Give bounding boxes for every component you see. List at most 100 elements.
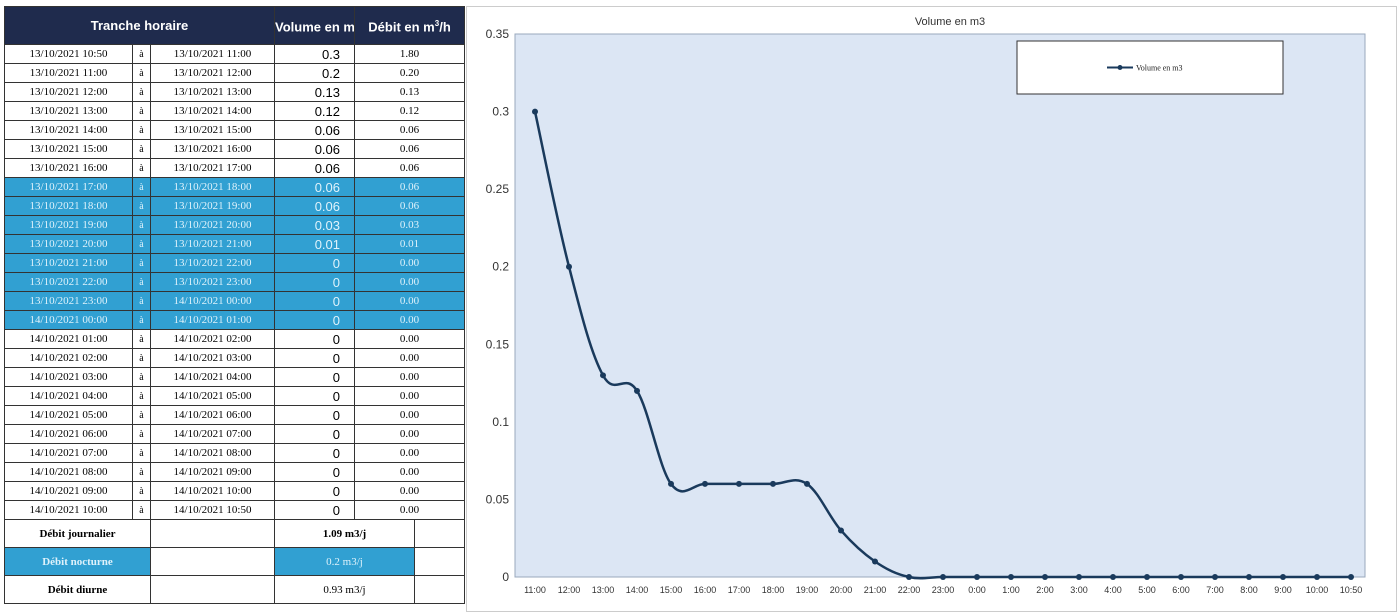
cell-end: 14/10/2021 06:00 [149, 405, 276, 425]
data-point [600, 372, 606, 379]
data-point [532, 108, 538, 115]
x-tick-label: 16:00 [694, 585, 717, 595]
table-row: 13/10/2021 20:00 à 13/10/2021 21:00 0.01 0.0… [4, 234, 466, 254]
cell-start: 13/10/2021 23:00 [4, 291, 133, 311]
cell-start: 13/10/2021 16:00 [4, 158, 133, 178]
x-tick-label: 4:00 [1104, 585, 1122, 595]
cell-volume: 0 [274, 443, 356, 463]
cell-start: 14/10/2021 04:00 [4, 386, 133, 406]
table-row: 14/10/2021 05:00 à 14/10/2021 06:00 0 0.00 [4, 405, 466, 425]
cell-debit: 0.00 [354, 272, 466, 292]
header-debit: Débit en m3/h [354, 6, 466, 45]
cell-volume: 0.03 [274, 215, 356, 235]
cell-start: 13/10/2021 22:00 [4, 272, 133, 292]
cell-end: 14/10/2021 10:50 [149, 500, 276, 520]
cell-debit: 0.00 [354, 405, 466, 425]
cell-sep: à [132, 443, 151, 463]
cell-end: 13/10/2021 19:00 [149, 196, 276, 216]
cell-debit: 1.80 [354, 44, 466, 64]
cell-start: 14/10/2021 06:00 [4, 424, 133, 444]
cell-sep: à [132, 405, 151, 425]
x-tick-label: 23:00 [932, 585, 955, 595]
cell-end: 13/10/2021 15:00 [149, 120, 276, 140]
x-tick-label: 22:00 [898, 585, 921, 595]
summary-empty [149, 575, 276, 604]
cell-volume: 0 [274, 291, 356, 311]
data-point [838, 527, 844, 534]
data-point [906, 574, 912, 580]
cell-debit: 0.00 [354, 329, 466, 349]
cell-start: 13/10/2021 19:00 [4, 215, 133, 235]
cell-sep: à [132, 481, 151, 501]
table-row: 14/10/2021 02:00 à 14/10/2021 03:00 0 0.00 [4, 348, 466, 368]
cell-end: 14/10/2021 07:00 [149, 424, 276, 444]
y-tick-label: 0 [502, 570, 509, 584]
cell-end: 13/10/2021 16:00 [149, 139, 276, 159]
cell-sep: à [132, 82, 151, 102]
x-tick-label: 9:00 [1274, 585, 1292, 595]
x-tick-label: 1:00 [1002, 585, 1020, 595]
cell-start: 13/10/2021 21:00 [4, 253, 133, 273]
cell-start: 13/10/2021 11:00 [4, 63, 133, 83]
cell-start: 14/10/2021 08:00 [4, 462, 133, 482]
cell-end: 14/10/2021 04:00 [149, 367, 276, 387]
table-row: 13/10/2021 16:00 à 13/10/2021 17:00 0.06 0.0… [4, 158, 466, 178]
data-point [634, 387, 640, 394]
cell-start: 13/10/2021 12:00 [4, 82, 133, 102]
cell-debit: 0.06 [354, 120, 466, 140]
cell-volume: 0 [274, 272, 356, 292]
cell-end: 14/10/2021 05:00 [149, 386, 276, 406]
summary-row: Débit journalier 1.09 m3/j [4, 519, 466, 548]
cell-sep: à [132, 291, 151, 311]
cell-sep: à [132, 44, 151, 64]
header-tranche: Tranche horaire [3, 6, 276, 45]
y-tick-label: 0.35 [486, 27, 510, 41]
table-row: 13/10/2021 14:00 à 13/10/2021 15:00 0.06 0.0… [4, 120, 466, 140]
x-tick-label: 12:00 [558, 585, 581, 595]
x-tick-label: 10:00 [1306, 585, 1329, 595]
data-point [804, 480, 810, 487]
header-volume: Volume en m3 [274, 6, 356, 45]
data-point [940, 574, 946, 580]
table-row: 13/10/2021 19:00 à 13/10/2021 20:00 0.03 0.0… [4, 215, 466, 235]
cell-sep: à [132, 386, 151, 406]
cell-end: 13/10/2021 14:00 [149, 101, 276, 121]
cell-start: 14/10/2021 10:00 [4, 500, 133, 520]
summary-empty [414, 519, 466, 548]
cell-sep: à [132, 272, 151, 292]
cell-sep: à [132, 367, 151, 387]
cell-debit: 0.03 [354, 215, 466, 235]
data-point [1178, 574, 1184, 580]
cell-sep: à [132, 101, 151, 121]
cell-volume: 0 [274, 481, 356, 501]
x-tick-label: 7:00 [1206, 585, 1224, 595]
cell-volume: 0.01 [274, 234, 356, 254]
table-row: 14/10/2021 01:00 à 14/10/2021 02:00 0 0.00 [4, 329, 466, 349]
cell-end: 14/10/2021 09:00 [149, 462, 276, 482]
y-tick-label: 0.1 [492, 415, 509, 429]
x-tick-label: 8:00 [1240, 585, 1258, 595]
cell-sep: à [132, 177, 151, 197]
x-tick-label: 3:00 [1070, 585, 1088, 595]
volume-table: Tranche horaire Volume en m3 Débit en m3… [3, 6, 466, 604]
x-tick-label: 2:00 [1036, 585, 1054, 595]
table-body: 13/10/2021 10:50 à 13/10/2021 11:00 0.3 1.80… [4, 44, 466, 604]
cell-end: 14/10/2021 01:00 [149, 310, 276, 330]
x-tick-label: 20:00 [830, 585, 853, 595]
cell-volume: 0 [274, 386, 356, 406]
x-tick-label: 11:00 [524, 585, 546, 595]
legend-box [1016, 40, 1284, 95]
cell-end: 13/10/2021 18:00 [149, 177, 276, 197]
cell-debit: 0.20 [354, 63, 466, 83]
cell-start: 13/10/2021 15:00 [4, 139, 133, 159]
x-tick-label: 15:00 [660, 585, 683, 595]
cell-start: 13/10/2021 13:00 [4, 101, 133, 121]
data-point [872, 558, 878, 565]
table-row: 14/10/2021 09:00 à 14/10/2021 10:00 0 0.00 [4, 481, 466, 501]
cell-volume: 0 [274, 424, 356, 444]
volume-chart: Volume en m3 0 0.05 0.1 0.15 0.2 0.25 0.3 0.35 11… [466, 6, 1397, 612]
cell-debit: 0.00 [354, 424, 466, 444]
data-point [1008, 574, 1014, 580]
cell-end: 13/10/2021 13:00 [149, 82, 276, 102]
cell-start: 14/10/2021 01:00 [4, 329, 133, 349]
